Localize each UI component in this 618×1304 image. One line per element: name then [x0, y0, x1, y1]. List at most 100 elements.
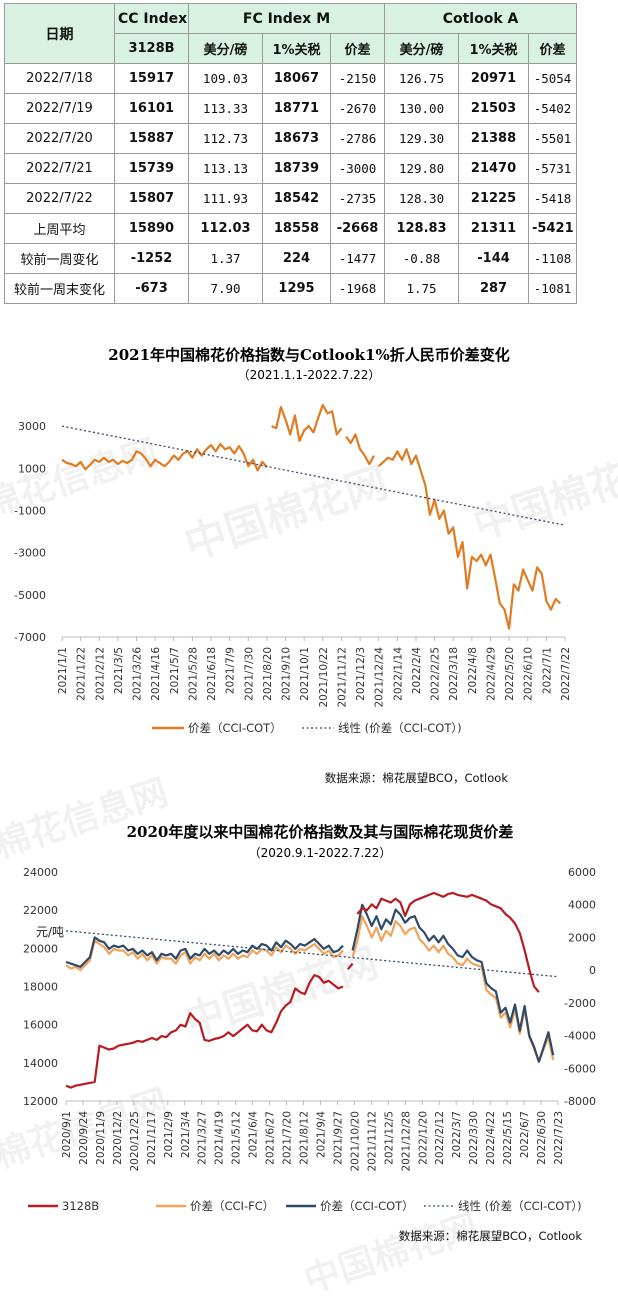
table-cell: 1295 [262, 273, 331, 304]
row-label: 2022/7/21 [4, 153, 115, 184]
table-cell: 20971 [458, 63, 530, 94]
table-cell: -2150 [329, 63, 386, 94]
row-label: 上周平均 [4, 213, 115, 244]
table-cell: 224 [262, 243, 331, 274]
x-tick-label: 2022/7/1 [541, 647, 553, 694]
x-tick-label: 2022/7/23 [553, 1111, 565, 1165]
y-tick-label: -1000 [14, 504, 46, 517]
table-cell: 18771 [262, 93, 331, 124]
y-right-tick-label: 4000 [568, 899, 596, 912]
x-tick-label: 2021/10/20 [349, 1111, 361, 1172]
table-cell: 130.00 [384, 93, 460, 124]
table-row: 2022/7/21 15739 113.13 18739 -3000 129.80 2147… [4, 153, 578, 184]
table-cell: 15890 [114, 213, 189, 244]
legend-label-2: 价差（CCI-COT） [320, 1199, 414, 1213]
x-tick-label: 2021/5/28 [187, 647, 199, 701]
data-source: 数据来源：棉花展望BCO，Cotlook [325, 771, 509, 785]
table-cell: -2670 [329, 93, 386, 124]
x-tick-label: 2021/5/7 [169, 647, 181, 694]
x-tick-label: 2021/8/12 [299, 1111, 311, 1165]
table-cell: 18067 [262, 63, 331, 94]
table-cell: 16101 [114, 93, 189, 124]
x-tick-label: 2022/2/25 [430, 647, 442, 701]
table-cell: -5421 [528, 213, 578, 244]
table-cell: 109.03 [188, 63, 263, 94]
header-unit-4: 美分/磅 [384, 33, 460, 64]
series-line-spread [61, 442, 268, 472]
table-cell: 113.13 [188, 153, 263, 184]
x-tick-label: 2022/1/20 [417, 1111, 429, 1165]
x-tick-label: 2022/4/22 [485, 1111, 497, 1165]
table-cell: -1252 [114, 243, 189, 274]
y-right-tick-label: 6000 [568, 866, 596, 879]
table-cell: 126.75 [384, 63, 460, 94]
table-cell: 128.83 [384, 213, 460, 244]
x-tick-label: 2021/7/20 [282, 1111, 294, 1165]
table-cell: -2735 [329, 183, 386, 214]
series-line-spread [377, 448, 562, 630]
chart-title: 2021年中国棉花价格指数与Cotlook1%折人民币价差变化 [108, 346, 509, 364]
table-row: 2022/7/20 15887 112.73 18673 -2786 129.30 2138… [4, 123, 578, 154]
y-left-tick-label: 20000 [23, 942, 58, 955]
header-unit-5: 1%关税 [458, 33, 530, 64]
x-tick-label: 2021/2/9 [163, 1111, 175, 1158]
x-tick-label: 2022/3/7 [451, 1111, 463, 1158]
table-cell: -5731 [528, 153, 578, 184]
x-tick-label: 2021/4/16 [150, 647, 162, 701]
x-tick-label: 2021/8/20 [262, 647, 274, 701]
x-tick-label: 2022/2/12 [434, 1111, 446, 1165]
table-cell: 21470 [458, 153, 530, 184]
table-cell: 15917 [114, 63, 189, 94]
table-row: 2022/7/19 16101 113.33 18771 -2670 130.00 2150… [4, 93, 578, 124]
x-tick-label: 2022/7/22 [560, 647, 572, 701]
series-line-1 [65, 939, 344, 972]
x-tick-label: 2022/5/15 [502, 1111, 514, 1165]
legend-label-spread: 价差（CCI-COT） [188, 721, 282, 735]
x-tick-label: 2021/12/28 [400, 1111, 412, 1172]
header-date: 日期 [4, 3, 115, 64]
table-cell: -1108 [528, 243, 578, 274]
series-line-spread [271, 403, 343, 442]
x-tick-label: 2022/6/10 [523, 647, 535, 701]
table-cell: -3000 [329, 153, 386, 184]
x-tick-label: 2021/3/4 [180, 1111, 192, 1158]
table-cell: 113.33 [188, 93, 263, 124]
x-tick-label: 2021/3/5 [113, 647, 125, 694]
x-tick-label: 2022/5/20 [504, 647, 516, 701]
table-cell: 128.30 [384, 183, 460, 214]
x-tick-label: 2020/12/25 [129, 1111, 141, 1172]
series-line-0 [356, 891, 540, 993]
row-label: 较前一周末变化 [4, 273, 115, 304]
x-tick-label: 2022/3/30 [468, 1111, 480, 1165]
series-line-2 [351, 903, 555, 1063]
y-axis-unit: 元/吨 [36, 925, 64, 939]
table-cell: -5418 [528, 183, 578, 214]
table-cell: -2786 [329, 123, 386, 154]
x-tick-label: 2020/9/1 [61, 1111, 73, 1158]
x-tick-label: 2021/4/19 [214, 1111, 226, 1165]
y-right-tick-label: -6000 [564, 1062, 596, 1075]
y-left-tick-label: 14000 [23, 1057, 58, 1070]
y-left-tick-label: 24000 [23, 866, 58, 879]
header-unit-0: 3128B [114, 33, 189, 64]
series-line-1 [351, 915, 555, 1063]
table-cell: 112.73 [188, 123, 263, 154]
x-tick-label: 2022/1/14 [392, 647, 404, 701]
x-tick-label: 2022/6/30 [536, 1111, 548, 1165]
table-cell: 1.37 [188, 243, 263, 274]
series-line-0 [65, 974, 344, 1089]
table-cell: 21311 [458, 213, 530, 244]
x-tick-label: 2020/12/2 [112, 1111, 124, 1165]
x-tick-label: 2021/2/12 [94, 647, 106, 701]
x-tick-label: 2021/9/10 [281, 647, 293, 701]
table-cell: -2668 [329, 213, 386, 244]
table-cell: 15739 [114, 153, 189, 184]
header-unit-3: 价差 [329, 33, 386, 64]
x-tick-label: 2021/6/4 [248, 1111, 260, 1158]
series-line-2 [65, 936, 344, 968]
x-tick-label: 2021/11/12 [336, 647, 348, 708]
x-tick-label: 2021/5/12 [231, 1111, 243, 1165]
legend-label-3: 线性 (价差（CCI-COT）) [458, 1199, 582, 1213]
x-tick-label: 2021/6/18 [206, 647, 218, 701]
header-unit-6: 价差 [528, 33, 578, 64]
